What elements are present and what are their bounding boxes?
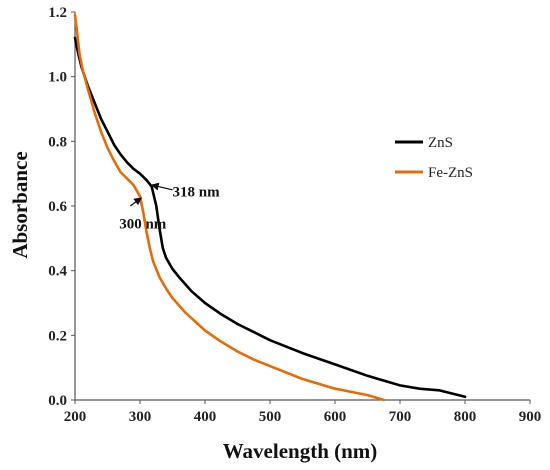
y-axis: 0.0 0.2 0.4 0.6 0.8 1.0 1.2 (48, 5, 75, 409)
annotations: 318 nm 300 nm (119, 182, 221, 233)
series-layer (73, 13, 467, 402)
y-tick-label: 0.6 (48, 199, 67, 215)
annotation-label-300-nm: 300 nm (119, 217, 167, 233)
y-tick-label: 1.0 (48, 70, 67, 86)
annotation-label-318-nm: 318 nm (173, 184, 221, 200)
x-tick-label: 400 (194, 409, 217, 425)
x-tick-label: 700 (389, 409, 412, 425)
x-axis: 200 300 400 500 600 700 800 900 (64, 400, 542, 425)
y-tick-label: 0.2 (48, 328, 67, 344)
legend-label-zns: ZnS (428, 135, 453, 151)
annotation-arrow-300-nm (129, 197, 143, 207)
x-tick-label: 600 (324, 409, 347, 425)
x-axis-title: Wavelength (nm) (223, 439, 378, 463)
y-tick-label: 0.0 (48, 393, 67, 409)
x-tick-label: 800 (454, 409, 477, 425)
x-tick-label: 500 (259, 409, 282, 425)
legend: ZnS Fe-ZnS (395, 135, 473, 181)
legend-label-fe-zns: Fe-ZnS (428, 165, 473, 181)
x-tick-label: 200 (64, 409, 87, 425)
y-tick-label: 1.2 (48, 5, 67, 21)
x-tick-label: 300 (129, 409, 152, 425)
y-tick-label: 0.4 (48, 264, 67, 280)
y-axis-title: Absorbance (8, 151, 32, 258)
x-tick-label: 900 (519, 409, 542, 425)
series-line-fe-zns (73, 13, 386, 402)
series-line-zns (73, 36, 467, 399)
annotation-arrow-318-nm (150, 182, 173, 191)
y-tick-label: 0.8 (48, 134, 67, 150)
